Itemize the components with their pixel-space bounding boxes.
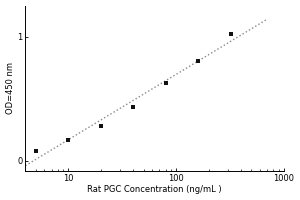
X-axis label: Rat PGC Concentration (ng/mL ): Rat PGC Concentration (ng/mL ) — [87, 185, 222, 194]
Y-axis label: OD=450 nm: OD=450 nm — [6, 62, 15, 114]
Point — [131, 106, 136, 109]
Point — [196, 60, 200, 63]
Point — [98, 125, 103, 128]
Point — [33, 149, 38, 153]
Point — [163, 81, 168, 84]
Point — [228, 33, 233, 36]
Point — [66, 138, 71, 141]
